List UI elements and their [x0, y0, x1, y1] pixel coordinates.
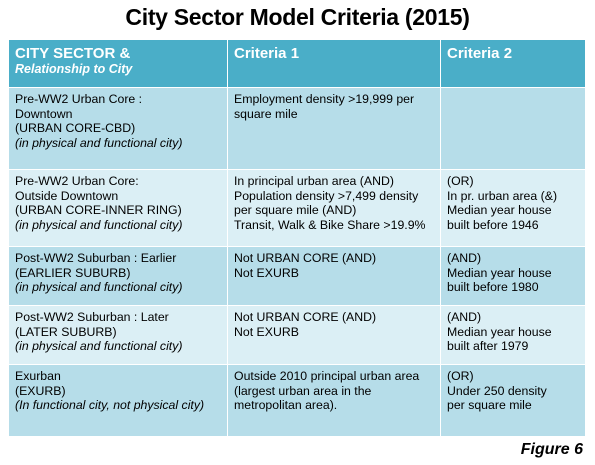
- cell: Pre-WW2 Urban Core : Downtown (URBAN CORE-…: [8, 87, 228, 170]
- cell-line: Outside Downtown: [15, 188, 119, 203]
- cell-line: Criteria 2: [447, 45, 513, 62]
- cell-line: Post-WW2 Suburban : Earlier: [15, 251, 177, 265]
- cell-line: Median year house: [447, 265, 552, 280]
- cell-line: In pr. urban area (&): [447, 188, 558, 203]
- cell-note: (in physical and functional city): [15, 339, 183, 354]
- cell-line: (EARLIER SUBURB): [15, 265, 131, 280]
- cell-line: (largest urban area in the: [234, 383, 372, 398]
- cell: (OR) Under 250 density per square mile: [440, 364, 586, 437]
- figure-label: Figure 6: [520, 441, 583, 458]
- cell-line: Median year house: [447, 203, 552, 218]
- cell-line: Population density >7,499 density: [234, 188, 419, 203]
- cell-line: per square mile: [447, 398, 532, 413]
- cell-line: (URBAN CORE-CBD): [15, 121, 136, 136]
- cell: Not URBAN CORE (AND) Not EXURB: [227, 246, 441, 306]
- cell: Not URBAN CORE (AND) Not EXURB: [227, 305, 441, 365]
- cell-line: Employment density >19,999 per: [234, 92, 415, 106]
- cell-line: built before 1980: [447, 280, 539, 295]
- header-cell: Criteria 1: [227, 39, 441, 88]
- cell-line: Not URBAN CORE (AND): [234, 310, 377, 324]
- cell-note: Relationship to City: [15, 62, 133, 76]
- cell-line: Not EXURB: [234, 324, 299, 339]
- cell-line: per square mile (AND): [234, 203, 357, 218]
- cell-line: In principal urban area (AND): [234, 174, 394, 188]
- cell-line: (EXURB): [15, 383, 66, 398]
- cell-line: Exurban: [15, 369, 61, 383]
- cell-line: Transit, Walk & Bike Share >19.9%: [234, 217, 426, 232]
- cell: (AND) Median year house built before 1980: [440, 246, 586, 306]
- cell-line: Under 250 density: [447, 383, 547, 398]
- criteria-table: CITY SECTOR & Relationship to City Criteri…: [8, 39, 586, 437]
- row: Pre-WW2 Urban Core : Downtown (URBAN CORE-…: [8, 87, 586, 170]
- cell-line: Median year house: [447, 324, 552, 339]
- header-cell: Criteria 2: [440, 39, 586, 88]
- cell-line: Not EXURB: [234, 265, 299, 280]
- cell: (AND) Median year house built after 1979: [440, 305, 586, 365]
- cell-line: Criteria 1: [234, 45, 300, 62]
- cell-line: square mile: [234, 106, 298, 121]
- row: Post-WW2 Suburban : Later (LATER SUBURB)(…: [8, 305, 586, 365]
- cell-line: Not URBAN CORE (AND): [234, 251, 377, 265]
- cell: Post-WW2 Suburban : Later (LATER SUBURB)(…: [8, 305, 228, 365]
- cell-line: built before 1946: [447, 217, 539, 232]
- cell-line: Pre-WW2 Urban Core :: [15, 92, 143, 106]
- cell: Outside 2010 principal urban area (larges…: [227, 364, 441, 437]
- row: Exurban (EXURB) (In functional city, not p…: [8, 364, 586, 437]
- cell: [440, 87, 586, 170]
- cell-line: Post-WW2 Suburban : Later: [15, 310, 169, 324]
- row: Pre-WW2 Urban Core: Outside Downtown (URBA…: [8, 169, 586, 247]
- cell-line: built after 1979: [447, 339, 529, 354]
- cell-line: Outside 2010 principal urban area: [234, 369, 420, 383]
- cell: Exurban (EXURB) (In functional city, not p…: [8, 364, 228, 437]
- cell-line: Pre-WW2 Urban Core:: [15, 174, 139, 188]
- cell-note: (in physical and functional city): [15, 217, 183, 232]
- cell-line: (AND): [447, 310, 482, 324]
- title: City Sector Model Criteria (2015): [125, 4, 470, 30]
- header-row: CITY SECTOR & Relationship to City Criteri…: [8, 39, 586, 88]
- cell: (OR) In pr. urban area (&) Median year hou…: [440, 169, 586, 247]
- cell-note: (in physical and functional city): [15, 280, 183, 295]
- cell-line: (AND): [447, 251, 482, 265]
- cell-line: (OR): [447, 369, 474, 383]
- cell-line: (URBAN CORE-INNER RING): [15, 203, 182, 218]
- cell-line: (LATER SUBURB): [15, 324, 117, 339]
- cell: Pre-WW2 Urban Core: Outside Downtown (URBA…: [8, 169, 228, 247]
- cell-line: (OR): [447, 174, 474, 188]
- cell-line: metropolitan area).: [234, 398, 338, 413]
- cell-note: (In functional city, not physical city): [15, 398, 205, 413]
- cell-line: Downtown: [15, 106, 73, 121]
- cell-line: CITY SECTOR &: [15, 45, 131, 62]
- cell: In principal urban area (AND) Population …: [227, 169, 441, 247]
- row: Post-WW2 Suburban : Earlier (EARLIER SUBU…: [8, 246, 586, 306]
- cell: Employment density >19,999 per square mil…: [227, 87, 441, 170]
- cell: Post-WW2 Suburban : Earlier (EARLIER SUBU…: [8, 246, 228, 306]
- cell-note: (in physical and functional city): [15, 135, 183, 150]
- header-cell: CITY SECTOR & Relationship to City: [8, 39, 228, 88]
